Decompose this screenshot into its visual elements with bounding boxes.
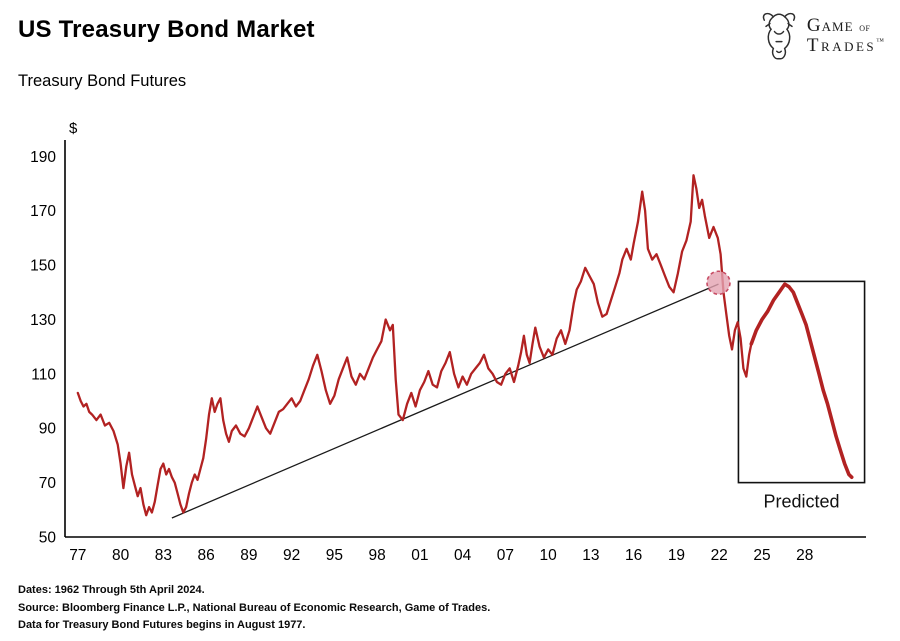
x-tick-label: 80 <box>112 547 130 564</box>
x-tick-label: 28 <box>796 547 813 564</box>
logo-line-2: Trades™ <box>806 35 884 56</box>
x-tick-label: 86 <box>197 547 214 564</box>
trendline <box>171 283 719 519</box>
x-tick-label: 01 <box>411 547 428 564</box>
logo: Game of Trades™ <box>758 10 884 62</box>
footnotes: Dates: 1962 Through 5th April 2024. Sour… <box>18 582 490 635</box>
price-line <box>76 174 753 517</box>
y-tick-label: 90 <box>39 421 57 438</box>
x-tick-label: 22 <box>711 547 728 564</box>
y-tick-label: 110 <box>31 366 56 383</box>
highlight-circle <box>706 270 731 296</box>
chart-subtitle: Treasury Bond Futures <box>18 72 187 90</box>
page-title: US Treasury Bond Market <box>18 16 315 43</box>
y-tick-label: 70 <box>39 475 57 492</box>
x-tick-label: 19 <box>668 547 685 564</box>
y-tick-label: 150 <box>30 258 56 275</box>
x-tick-label: 98 <box>369 547 386 564</box>
predicted-line <box>749 282 854 480</box>
x-tick-label: 10 <box>540 547 558 564</box>
bull-icon <box>762 12 796 60</box>
x-tick-label: 13 <box>582 547 599 564</box>
y-tick-label: 50 <box>39 530 57 547</box>
predicted-box <box>737 280 866 484</box>
x-tick-label: 25 <box>753 547 770 564</box>
chart-area: $50 70 90 110 130 150 170 190 77 80 83 86 89 92 95 98 01… <box>0 110 900 590</box>
logo-text: Game of Trades™ <box>807 16 884 56</box>
x-tick-label: 95 <box>326 547 343 564</box>
trademark-mark: ™ <box>876 36 884 46</box>
x-tick-label: 89 <box>240 547 257 564</box>
footnote-dates: Dates: 1962 Through 5th April 2024. <box>18 584 205 596</box>
footnote-source: Source: Bloomberg Finance L.P., National… <box>18 601 491 614</box>
x-tick-label: 04 <box>454 547 472 564</box>
x-tick-label: 07 <box>497 547 514 564</box>
x-tick-label: 16 <box>625 547 642 564</box>
footnote-data-start: Data for Treasury Bond Futures begins in… <box>18 619 306 631</box>
y-tick-label: 170 <box>30 203 56 220</box>
y-tick-label: 190 <box>30 149 56 166</box>
x-tick-label: 92 <box>283 547 300 564</box>
y-tick-label: 130 <box>30 312 56 329</box>
logo-line-1: Game of <box>806 15 871 37</box>
treasury-bond-chart: $50 70 90 110 130 150 170 190 77 80 83 86 89 92 95 98 01… <box>30 120 866 564</box>
x-tick-label: 77 <box>69 547 86 564</box>
predicted-label: Predicted <box>763 492 839 512</box>
y-axis-unit-label: $ <box>69 120 78 137</box>
x-tick-label: 83 <box>155 547 172 564</box>
